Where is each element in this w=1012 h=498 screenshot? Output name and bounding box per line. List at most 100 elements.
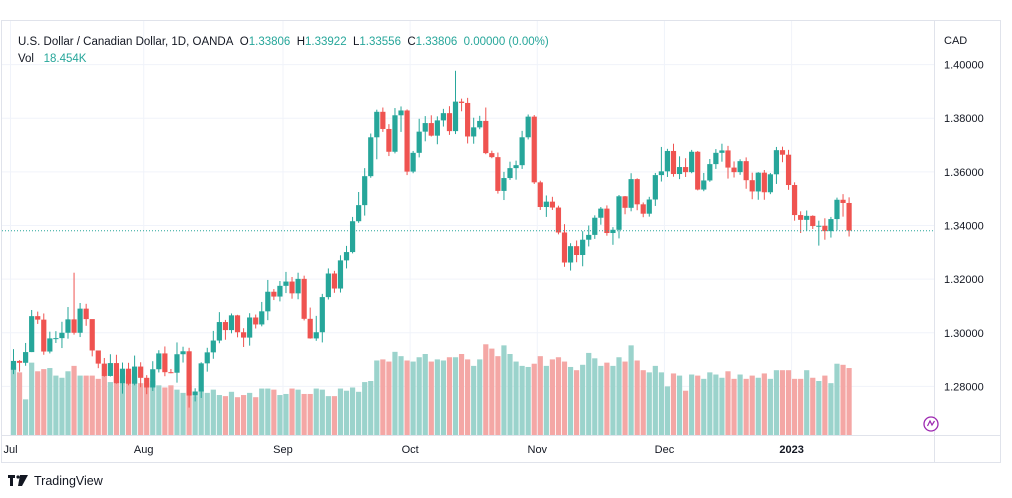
volume-bar bbox=[144, 383, 150, 435]
volume-bar bbox=[156, 385, 162, 435]
candle-body bbox=[628, 179, 634, 208]
candle-body bbox=[35, 316, 41, 320]
volume-bar bbox=[368, 381, 374, 435]
y-tick-label: 1.34000 bbox=[944, 221, 984, 233]
candle-body bbox=[652, 175, 658, 200]
volume-bar bbox=[743, 378, 749, 435]
y-tick-label: 1.38000 bbox=[944, 113, 984, 125]
volume-bar bbox=[465, 359, 471, 435]
volume-bar bbox=[574, 370, 580, 435]
volume-bar bbox=[446, 357, 453, 435]
candle-body bbox=[416, 131, 422, 153]
candle-body bbox=[41, 319, 47, 352]
volume-bar bbox=[253, 397, 259, 435]
tradingview-brand[interactable]: TradingView bbox=[8, 472, 103, 490]
volume-bar bbox=[16, 372, 23, 435]
x-tick-label: Jul bbox=[3, 444, 17, 456]
candle-body bbox=[495, 157, 501, 191]
volume-bar bbox=[634, 360, 640, 435]
candle-body bbox=[392, 115, 398, 152]
candle-body bbox=[168, 372, 174, 374]
candle-body bbox=[525, 116, 531, 138]
volume-bar bbox=[349, 387, 356, 435]
volume-bar bbox=[695, 375, 701, 435]
chart-frame bbox=[1, 20, 1001, 463]
candle-body bbox=[785, 154, 792, 186]
candle-body bbox=[537, 182, 543, 208]
volume-bar bbox=[749, 375, 755, 435]
candle-body bbox=[59, 332, 65, 339]
candle-body bbox=[234, 315, 241, 333]
volume-bar bbox=[670, 373, 677, 435]
candle-body bbox=[477, 120, 483, 128]
volume-bar bbox=[567, 366, 574, 435]
candle-body bbox=[337, 260, 344, 289]
candle-body bbox=[23, 352, 29, 363]
candle-body bbox=[586, 234, 592, 240]
candle-body bbox=[301, 278, 307, 319]
volume-bar bbox=[779, 370, 786, 435]
y-tick-label: 1.36000 bbox=[944, 167, 984, 179]
volume-bar bbox=[89, 375, 95, 435]
volume-bar bbox=[119, 375, 126, 435]
volume-bar bbox=[301, 393, 307, 435]
volume-bar bbox=[471, 365, 477, 435]
volume-bar bbox=[192, 396, 198, 435]
volume-bar bbox=[180, 392, 186, 435]
candle-body bbox=[53, 338, 59, 340]
candle-body bbox=[846, 202, 852, 231]
low-label: L bbox=[352, 36, 360, 48]
candle-body bbox=[471, 127, 477, 137]
candle-body bbox=[598, 208, 604, 218]
volume-bar bbox=[555, 357, 562, 435]
volume-bar bbox=[392, 351, 398, 435]
volume-bar bbox=[731, 378, 737, 435]
volume-bar bbox=[580, 364, 586, 435]
candle-body bbox=[119, 368, 126, 384]
volume-bar bbox=[658, 372, 664, 435]
close-value: 1.33806 bbox=[415, 36, 458, 48]
candle-body bbox=[743, 161, 749, 181]
volume-bar bbox=[664, 386, 671, 435]
volume-bar bbox=[113, 374, 120, 435]
volume-bar bbox=[477, 359, 483, 435]
volume-bar bbox=[713, 374, 719, 435]
volume-bar bbox=[683, 390, 689, 435]
candle-body bbox=[162, 353, 168, 373]
candle-body bbox=[664, 150, 671, 172]
candle-body bbox=[331, 273, 338, 289]
candle-body bbox=[840, 199, 846, 203]
volume-bar bbox=[240, 395, 247, 435]
volume-bar bbox=[162, 387, 168, 435]
y-tick-label: 1.30000 bbox=[944, 328, 984, 340]
candle-body bbox=[307, 318, 313, 339]
volume-bar bbox=[362, 382, 368, 435]
candle-body bbox=[16, 360, 23, 363]
candle-body bbox=[386, 128, 392, 152]
candle-body bbox=[404, 110, 410, 172]
candle-body bbox=[483, 120, 489, 154]
volume-bar bbox=[440, 360, 447, 435]
candle-body bbox=[446, 113, 453, 132]
volume-bar bbox=[331, 396, 338, 435]
candles bbox=[10, 70, 852, 408]
candle-body bbox=[362, 176, 368, 206]
candle-body bbox=[247, 317, 253, 338]
candle-body bbox=[265, 291, 271, 312]
candle-body bbox=[725, 150, 731, 168]
high-label: H bbox=[296, 36, 306, 48]
volume-bar bbox=[755, 377, 761, 435]
candle-body bbox=[289, 281, 295, 294]
volume-bar bbox=[168, 385, 174, 435]
volume-bar bbox=[271, 389, 277, 435]
candle-body bbox=[107, 363, 113, 376]
volume-bar bbox=[259, 388, 265, 435]
candle-body bbox=[47, 338, 53, 352]
volume-bar bbox=[652, 365, 658, 435]
volume-bar bbox=[95, 378, 101, 435]
candle-body bbox=[804, 215, 810, 220]
volume-bar bbox=[785, 370, 792, 435]
candle-body bbox=[356, 205, 362, 222]
volume-bar bbox=[23, 399, 29, 435]
candle-body bbox=[574, 246, 580, 256]
